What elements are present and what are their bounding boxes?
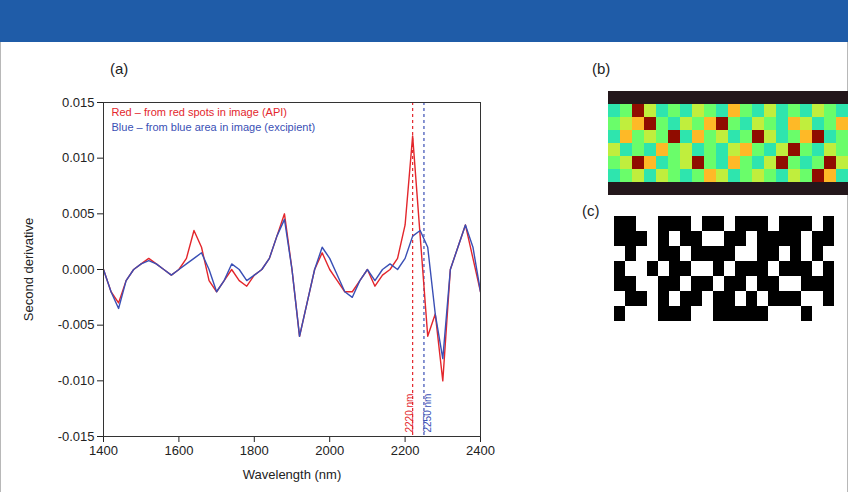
- svg-text:0.000: 0.000: [62, 262, 95, 277]
- svg-text:Wavelength (nm): Wavelength (nm): [243, 467, 342, 482]
- svg-text:2220 nm: 2220 nm: [404, 394, 415, 433]
- svg-text:2000: 2000: [315, 443, 344, 458]
- svg-text:-0.005: -0.005: [58, 317, 95, 332]
- svg-text:2250 nm: 2250 nm: [422, 394, 433, 433]
- svg-text:Red – from red spots in image: Red – from red spots in image (API): [112, 106, 287, 118]
- svg-text:2200: 2200: [391, 443, 420, 458]
- html-text:(c): (c): [582, 202, 600, 219]
- svg-text:1600: 1600: [164, 443, 193, 458]
- svg-text:0.010: 0.010: [62, 150, 95, 165]
- svg-text:0.005: 0.005: [62, 206, 95, 221]
- svg-text:Blue – from blue area in image: Blue – from blue area in image (excipien…: [112, 121, 316, 133]
- svg-text:Second derivative: Second derivative: [21, 218, 36, 321]
- svg-text:1400: 1400: [89, 443, 118, 458]
- svg-text:0.015: 0.015: [62, 95, 95, 110]
- svg-text:-0.010: -0.010: [58, 373, 95, 388]
- html-text:(a): (a): [110, 60, 129, 77]
- svg-text:2400: 2400: [466, 443, 495, 458]
- html-text:(b): (b): [592, 60, 611, 77]
- svg-text:-0.015: -0.015: [58, 429, 95, 444]
- svg-text:1800: 1800: [240, 443, 269, 458]
